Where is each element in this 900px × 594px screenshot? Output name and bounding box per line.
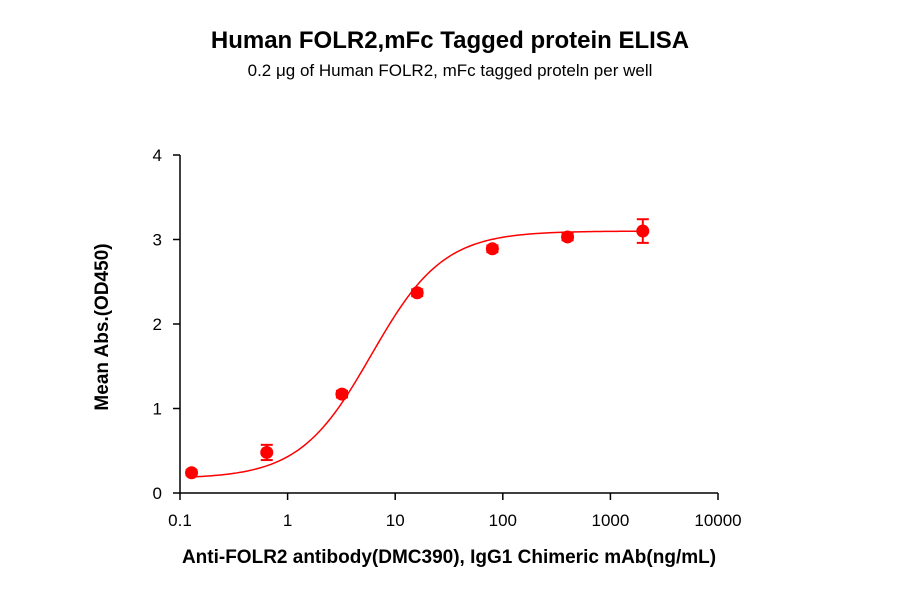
x-axis-label: Anti-FOLR2 antibody(DMC390), IgG1 Chimer… [182, 547, 716, 568]
point-marker [561, 230, 575, 244]
y-tick-label: 0 [153, 484, 162, 503]
axes [179, 155, 718, 494]
point-marker [335, 387, 349, 401]
x-tick-label: 100 [489, 511, 517, 530]
x-ticks: 0.1 1 10 100 1000 10000 [168, 493, 742, 530]
point-marker [636, 224, 650, 238]
x-tick-label: 1000 [591, 511, 629, 530]
chart-title: Human FOLR2,mFc Tagged protein ELISA [211, 27, 689, 54]
point-marker [185, 466, 199, 480]
data-points [185, 218, 650, 480]
y-tick-label: 2 [153, 315, 162, 334]
y-axis-label: Mean Abs.(OD450) [92, 243, 113, 410]
data-point [485, 242, 499, 256]
point-marker [410, 286, 424, 300]
data-point [185, 466, 199, 480]
fit-curve [191, 230, 643, 478]
y-ticks: 0 1 2 3 4 [153, 146, 180, 503]
data-point [561, 230, 575, 244]
x-tick-label: 10 [386, 511, 405, 530]
data-point [636, 218, 650, 244]
y-tick-label: 4 [153, 146, 162, 165]
data-point [410, 286, 424, 300]
data-point [260, 443, 274, 462]
chart-subtitle: 0.2 μg of Human FOLR2, mFc tagged protel… [248, 61, 653, 80]
y-tick-label: 3 [153, 231, 162, 250]
x-tick-label: 0.1 [168, 511, 192, 530]
x-tick-label: 1 [283, 511, 292, 530]
point-marker [260, 445, 274, 459]
data-point [335, 387, 349, 401]
point-marker [485, 242, 499, 256]
x-tick-label: 10000 [694, 511, 741, 530]
y-tick-label: 1 [153, 400, 162, 419]
